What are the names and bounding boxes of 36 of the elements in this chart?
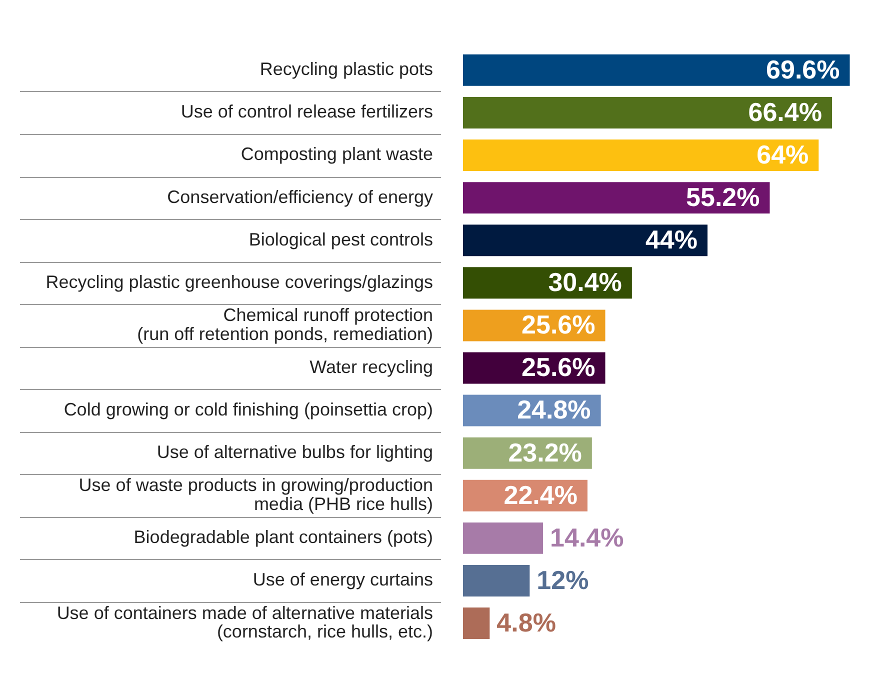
y-tick-label: Recycling plastic greenhouse coverings/glazings [46, 272, 433, 292]
bar [463, 224, 708, 256]
data-label: 25.6% [522, 352, 596, 382]
data-label: 24.8% [517, 394, 591, 425]
bar [463, 54, 850, 86]
data-label: 14.4% [550, 522, 624, 552]
y-tick-label: Conservation/efficiency of energy [167, 186, 433, 207]
data-label: 55.2% [686, 182, 760, 212]
y-tick-label: Use of waste products in growing/production media (PHB rice hulls) [78, 475, 433, 514]
y-tick-label: Use of control release fertilizers [180, 102, 433, 122]
data-label: 30.4% [548, 267, 622, 298]
y-tick-label: Use of alternative bulbs for lighting [156, 442, 433, 462]
data-label: 23.2% [508, 437, 582, 468]
data-label: 12% [536, 564, 589, 595]
data-label: 22.4% [504, 480, 578, 510]
data-label: 69.6% [766, 54, 840, 84]
data-label: 44% [645, 224, 698, 255]
data-label: 66.4% [748, 96, 822, 127]
bar [463, 96, 832, 128]
bar [463, 608, 490, 640]
y-tick-label: Biological pest controls [248, 229, 433, 250]
data-label: 64% [756, 139, 809, 170]
data-label: 4.8% [496, 607, 556, 638]
data-label: 25.6% [522, 310, 596, 340]
y-tick-label: Composting plant waste [240, 144, 433, 164]
y-tick-label: Chemical runoff protection (run off retention ponds, remediation) [137, 304, 433, 344]
y-tick-label: Recycling plastic pots [260, 59, 433, 80]
y-tick-label: Use of energy curtains [252, 570, 433, 590]
bar [463, 564, 530, 596]
y-tick-label: Water recycling [310, 356, 433, 377]
y-tick-label: Use of containers made of alternative materials (cornstarch, rice hulls, etc.) [56, 602, 433, 642]
y-tick-label: Cold growing or cold finishing (poinsettia crop) [64, 400, 433, 420]
bar [463, 140, 819, 172]
bar [463, 522, 544, 554]
y-tick-label: Biodegradable plant containers (pots) [134, 527, 433, 548]
bar [463, 182, 770, 214]
